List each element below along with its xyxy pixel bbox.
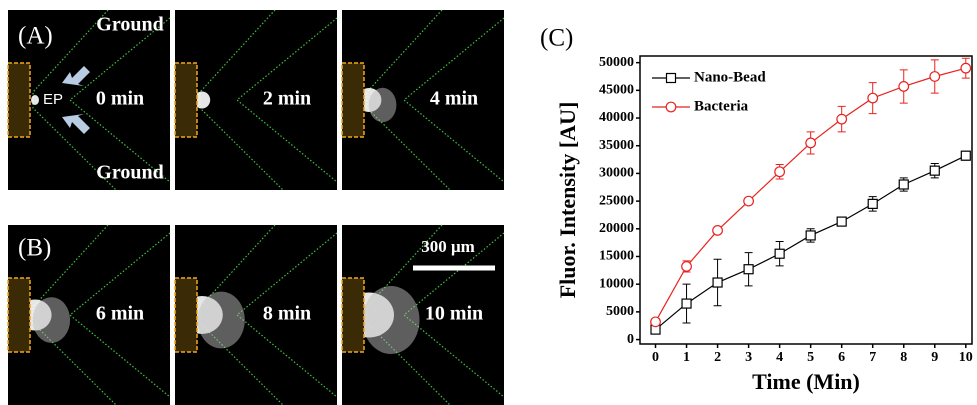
marker <box>837 217 846 226</box>
x-tick-label: 2 <box>714 350 721 365</box>
electrode <box>8 278 30 352</box>
micrograph: 2 min <box>175 10 337 190</box>
marker <box>961 151 970 160</box>
marker <box>744 196 754 206</box>
marker <box>806 231 815 240</box>
y-tick-label: 50000 <box>599 55 634 70</box>
y-tick-label: 10000 <box>599 276 634 291</box>
panel-label: (B) <box>18 235 51 262</box>
y-tick-label: 0 <box>627 332 634 347</box>
electrode <box>175 278 197 352</box>
marker <box>868 199 877 208</box>
x-tick-label: 8 <box>900 350 907 365</box>
fluorescence <box>31 95 39 105</box>
marker <box>775 167 785 177</box>
panel-label: (A) <box>18 23 53 50</box>
x-tick-label: 0 <box>652 350 659 365</box>
marker <box>651 317 661 327</box>
frame-time: 10 min <box>425 303 483 325</box>
frame-time: 8 min <box>263 303 311 325</box>
micrograph: 8 min <box>175 225 337 405</box>
legend-marker <box>666 102 676 112</box>
marker <box>775 249 784 258</box>
legend-label: Bacteria <box>694 98 749 114</box>
electrode <box>175 63 197 137</box>
frame-time: 6 min <box>96 303 144 325</box>
y-axis-title: Fluor. Intensity [AU] <box>555 102 580 299</box>
y-tick-label: 40000 <box>599 110 634 125</box>
y-tick-label: 15000 <box>599 249 634 264</box>
series-line <box>656 156 966 330</box>
frame-time: 0 min <box>96 88 144 110</box>
y-tick-label: 30000 <box>599 166 634 181</box>
fluorescence <box>363 286 420 354</box>
x-tick-label: 7 <box>869 350 876 365</box>
marker <box>713 226 723 236</box>
y-tick-label: 5000 <box>606 304 634 319</box>
micrograph: 4 min <box>342 10 504 190</box>
y-tick-label: 45000 <box>599 83 634 98</box>
electrode <box>8 63 30 137</box>
panel-label: (C) <box>540 25 573 52</box>
marker <box>868 93 878 103</box>
x-tick-label: 3 <box>745 350 752 365</box>
x-tick-label: 9 <box>931 350 938 365</box>
legend-label: Nano-Bead <box>694 69 766 85</box>
marker <box>744 265 753 274</box>
marker <box>806 138 816 148</box>
ground-label: Ground <box>96 162 163 184</box>
y-tick-label: 25000 <box>599 193 634 208</box>
marker <box>930 166 939 175</box>
fluorescence <box>369 88 397 122</box>
fluorescence <box>198 292 245 349</box>
x-tick-label: 4 <box>776 350 783 365</box>
x-tick-label: 6 <box>838 350 845 365</box>
page: {"figure": { "panel_labels": ["(A)", "(B… <box>0 0 977 405</box>
electrode <box>342 278 364 352</box>
scale-bar-label: 300 μm <box>421 237 475 256</box>
marker <box>961 63 971 73</box>
marker <box>930 72 940 82</box>
marker <box>713 278 722 287</box>
fluorescence <box>33 297 70 343</box>
ep-label: EP <box>43 91 63 108</box>
figure: 0 min 2 min 4 min 6 min 8 min 10 min (A) (B) (C)… <box>0 0 977 405</box>
x-tick-label: 10 <box>959 350 973 365</box>
legend-marker <box>667 74 676 83</box>
ground-label: Ground <box>96 14 163 36</box>
frame-time: 4 min <box>430 88 478 110</box>
x-tick-label: 1 <box>683 350 690 365</box>
marker <box>899 180 908 189</box>
marker <box>899 82 909 92</box>
y-tick-label: 20000 <box>599 221 634 236</box>
frame-time: 2 min <box>263 88 311 110</box>
y-tick-label: 35000 <box>599 138 634 153</box>
x-axis-title: Time (Min) <box>752 369 860 394</box>
marker <box>682 262 692 272</box>
electrode <box>342 63 364 137</box>
marker <box>682 299 691 308</box>
marker <box>837 114 847 124</box>
x-tick-label: 5 <box>807 350 814 365</box>
